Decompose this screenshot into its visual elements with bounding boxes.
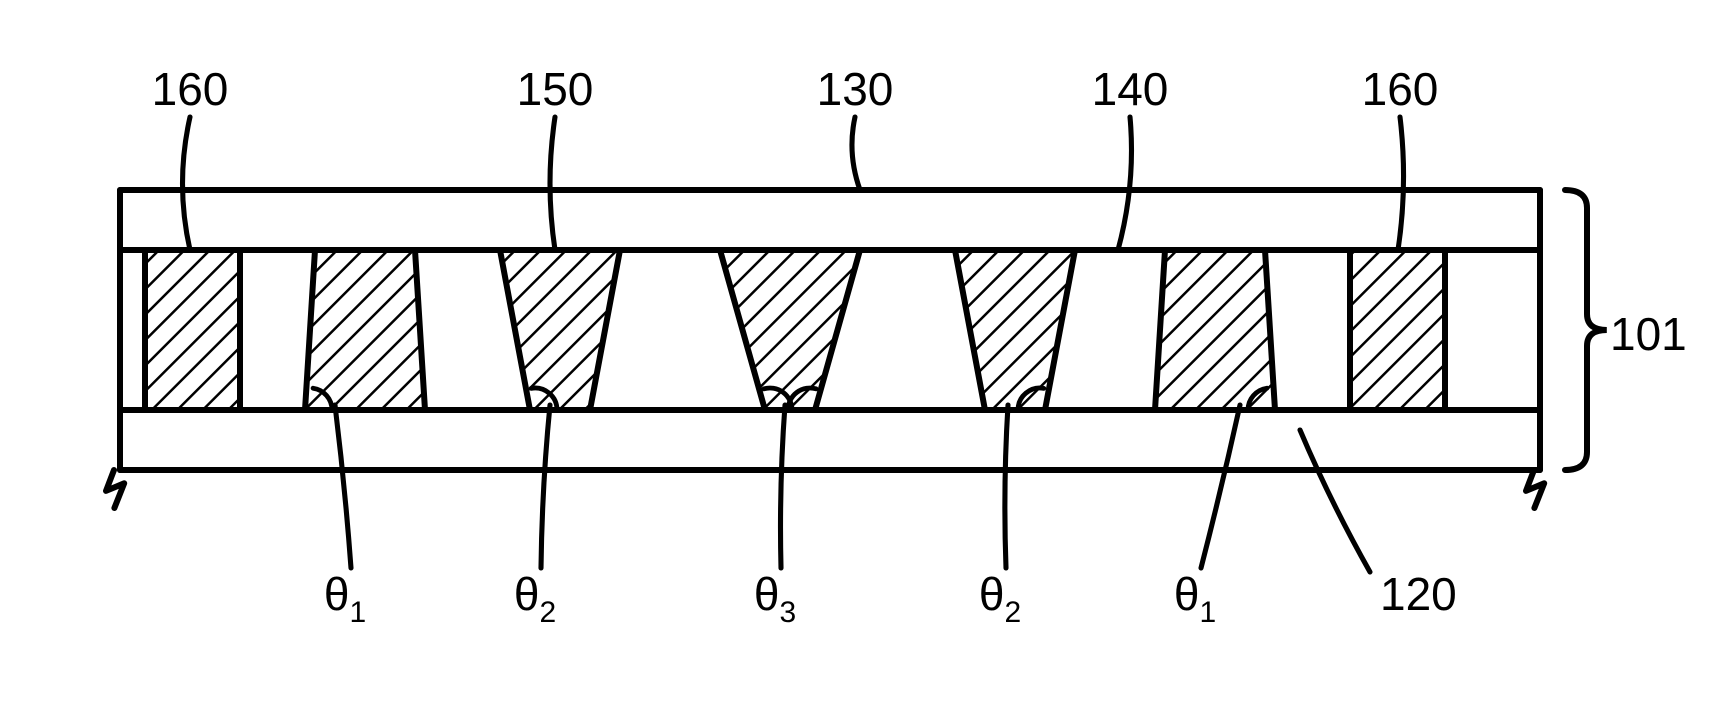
ref-label-101: 101: [1610, 308, 1687, 360]
trap-theta1-L: [305, 250, 425, 410]
cross-section-diagram: 160 150 130 140 160 θ1 θ2 θ3 θ2 θ1 120 101: [0, 0, 1715, 715]
theta-label: θ3: [754, 568, 796, 629]
trap-theta3: [720, 250, 860, 410]
ref-label-120: 120: [1380, 568, 1457, 620]
trap-theta2-R: [955, 250, 1075, 410]
rect-right-outer: [1350, 250, 1445, 410]
ref-label: 160: [152, 63, 229, 115]
theta-label: θ1: [1174, 568, 1216, 629]
ref-label: 130: [817, 63, 894, 115]
ref-label: 150: [517, 63, 594, 115]
theta-label: θ1: [324, 568, 366, 629]
rect-left-outer: [145, 250, 240, 410]
theta-label: θ2: [979, 568, 1021, 629]
ref-label: 160: [1362, 63, 1439, 115]
theta-label: θ2: [514, 568, 556, 629]
trap-theta1-R: [1155, 250, 1275, 410]
trap-theta2-L: [500, 250, 620, 410]
ref-label: 140: [1092, 63, 1169, 115]
